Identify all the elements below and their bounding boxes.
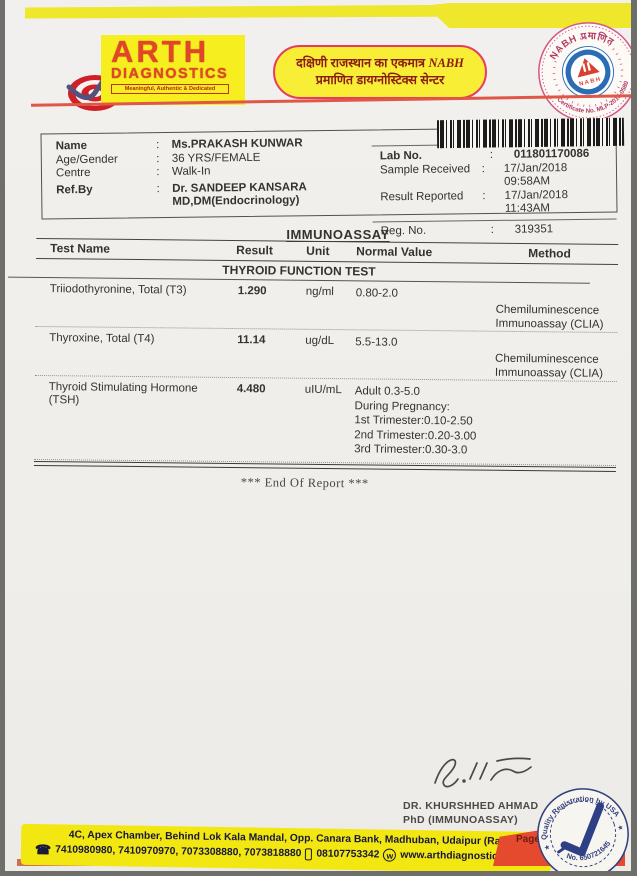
test-result: 4.480: [236, 383, 266, 396]
col-result: Result: [236, 243, 273, 258]
table-row: Thyroid Stimulating Hormone (TSH) 4.480 …: [33, 375, 617, 467]
sample-received-row: Sample Received : 17/Jan/2018 09:58AM: [380, 161, 608, 191]
signatory-block: DR. KHURSHHED AHMAD PhD (IMMUNOASSAY): [403, 750, 593, 827]
signature: [434, 757, 532, 788]
section-title: IMMUNOASSAY: [286, 227, 390, 242]
footer-mobile: 08107753342: [316, 848, 380, 861]
patient-centre-row: Centre : Walk-In: [55, 165, 211, 180]
logo-text-box: ARTH DIAGNOSTICS Meaningful, Authentic &…: [101, 35, 245, 105]
arth-logo: ARTH DIAGNOSTICS Meaningful, Authentic &…: [53, 33, 253, 111]
nabh-banner: दक्षिणी राजस्थान का एकमात्र NABH प्रमाणि…: [273, 45, 487, 99]
table-row: Thyroxine, Total (T4) 11.14 ug/dL 5.5-13…: [34, 326, 618, 383]
page-top-edge-strip: [25, 3, 631, 28]
result-reported: 17/Jan/2018 11:43AM: [504, 188, 569, 215]
test-unit: ug/dL: [305, 334, 335, 348]
col-unit: Unit: [306, 243, 330, 259]
referring-doctor-qualification: MD,DM(Endocrinology): [172, 194, 300, 208]
barcode: [436, 117, 625, 149]
nabh-seal-inner-text: NABH: [579, 76, 603, 87]
banner-line1: दक्षिणी राजस्थान का एकमात्र NABH: [296, 56, 464, 70]
col-method: Method: [528, 246, 571, 261]
result-reported-row: Result Reported : 17/Jan/2018 11:43AM: [380, 188, 608, 218]
test-result: 1.290: [237, 285, 267, 298]
page-number-label: Page: [516, 834, 540, 845]
logo-tagline: Meaningful, Authentic & Dedicated: [111, 84, 229, 94]
test-normal: Adult 0.3-5.0 During Pregnancy: 1st Trim…: [354, 385, 477, 457]
logo-title: ARTH: [111, 34, 210, 69]
logo-subtitle: DIAGNOSTICS: [111, 66, 229, 82]
phone-icon: ☎: [34, 841, 52, 857]
patient-ref-qual-row: MD,DM(Endocrinology): [56, 194, 366, 211]
end-of-report: *** End Of Report ***: [240, 474, 369, 490]
test-method: Chemiluminescence Immunoassay (CLIA): [495, 303, 604, 331]
test-name: Thyroid Stimulating Hormone (TSH): [48, 381, 198, 407]
test-method: [494, 386, 617, 465]
patient-name: Ms.PRAKASH KUNWAR: [171, 137, 303, 151]
col-normal-value: Normal Value: [356, 244, 433, 260]
test-normal: 5.5-13.0: [355, 336, 398, 349]
col-test-name: Test Name: [50, 241, 111, 256]
test-unit: uIU/mL: [304, 383, 342, 397]
test-unit: ng/ml: [305, 285, 334, 299]
table-row: Triiodothyronine, Total (T3) 1.290 ng/ml…: [35, 277, 618, 334]
patient-age: 36 YRS/FEMALE: [171, 151, 261, 165]
test-result: 11.14: [237, 334, 266, 347]
lab-no: 011801170086: [513, 147, 590, 161]
test-name: Triiodothyronine, Total (T3): [49, 283, 187, 297]
signatory-qualification: PhD (IMMUNOASSAY): [403, 814, 518, 826]
patient-centre: Walk-In: [171, 165, 211, 178]
svg-text:★: ★: [616, 823, 624, 832]
mobile-icon: [305, 847, 313, 860]
lab-meta-panel: Lab No. : 011801170086 Sample Received :…: [371, 142, 617, 239]
footer-phones: 7410980980, 7410970970, 7073308880, 7073…: [55, 844, 302, 860]
test-name: Thyroxine, Total (T4): [49, 332, 155, 346]
meta-divider: [372, 217, 617, 222]
test-normal: 0.80-2.0: [355, 287, 399, 300]
signatory-name: DR. KHURSHHED AHMAD: [403, 800, 539, 812]
results-table: Test Name Result Unit Normal Value Metho…: [7, 237, 619, 494]
banner-line2: प्रमाणित डायग्नोस्टिक्स सेन्टर: [315, 73, 445, 87]
report-page: ARTH DIAGNOSTICS Meaningful, Authentic &…: [5, 0, 631, 871]
test-method: Chemiluminescence Immunoassay (CLIA): [494, 352, 604, 380]
svg-text:★: ★: [543, 843, 551, 852]
website-icon: w: [383, 848, 397, 862]
footer-band: 4C, Apex Chamber, Behind Lok Kala Mandal…: [20, 823, 552, 871]
sample-received: 17/Jan/2018 09:58AM: [503, 161, 568, 188]
